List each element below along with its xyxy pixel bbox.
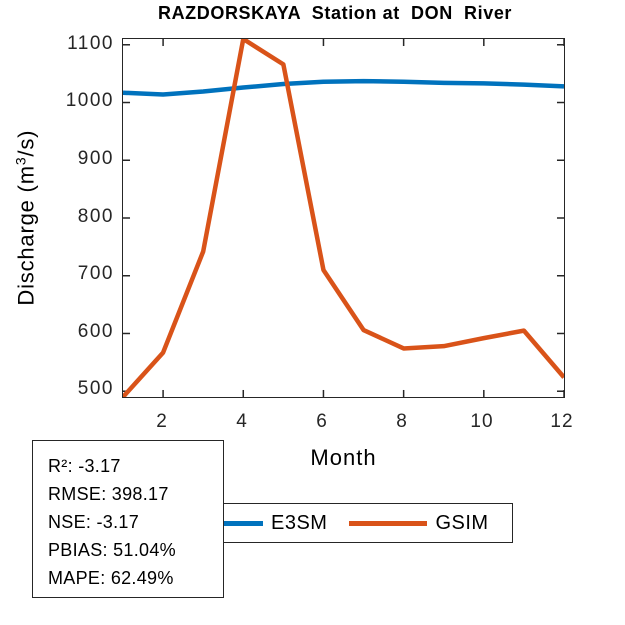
series-line-e3sm (123, 78, 564, 97)
chart-title: RAZDORSKAYA Station at DON River (157, 3, 513, 23)
y-tick-label: 900 (77, 147, 114, 169)
legend: E3SM GSIM (177, 503, 513, 543)
x-tick-label: 8 (396, 411, 408, 432)
x-tick-label: 10 (470, 411, 494, 432)
stat-pbias: PBIAS: 51.04% (48, 540, 176, 560)
y-tick-label: 600 (77, 320, 114, 342)
series-line-gsim (123, 39, 564, 397)
legend-line-sample-gsim (349, 520, 428, 526)
y-tick-label: 500 (77, 378, 114, 400)
x-tick-label: 6 (316, 411, 328, 432)
legend-label-gsim: GSIM (435, 511, 489, 534)
y-tick-label: 800 (77, 205, 114, 227)
stat-mape: MAPE: 62.49% (48, 568, 174, 588)
x-tick-label: 2 (156, 411, 168, 432)
stats-box: R²: -3.17 RMSE: 398.17 NSE: -3.17 PBIAS:… (32, 440, 224, 598)
stat-nse: NSE: -3.17 (48, 512, 140, 532)
stat-r2: R²: -3.17 (48, 456, 121, 476)
x-tick-label: 12 (550, 411, 574, 432)
legend-label-e3sm: E3SM (271, 511, 328, 534)
plot-area (122, 38, 565, 398)
legend-line-sample-e3sm (185, 520, 263, 526)
y-tick-label: 700 (77, 263, 114, 285)
stat-rmse: RMSE: 398.17 (48, 484, 169, 504)
x-axis-label: Month (310, 445, 377, 470)
y-tick-label: 1000 (65, 90, 114, 112)
y-tick-label: 1100 (67, 32, 114, 54)
x-tick-label: 4 (236, 411, 248, 432)
chart-canvas (123, 39, 564, 397)
